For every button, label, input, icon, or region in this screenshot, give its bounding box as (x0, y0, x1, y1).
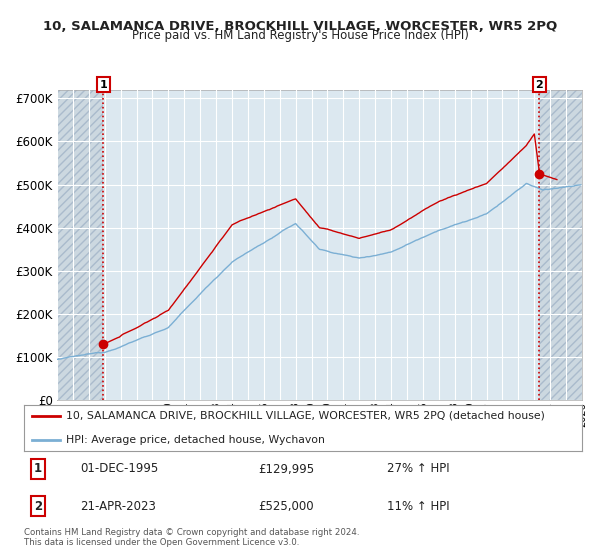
Text: 10, SALAMANCA DRIVE, BROCKHILL VILLAGE, WORCESTER, WR5 2PQ (detached house): 10, SALAMANCA DRIVE, BROCKHILL VILLAGE, … (66, 411, 545, 421)
Text: HPI: Average price, detached house, Wychavon: HPI: Average price, detached house, Wych… (66, 435, 325, 445)
Text: 10, SALAMANCA DRIVE, BROCKHILL VILLAGE, WORCESTER, WR5 2PQ: 10, SALAMANCA DRIVE, BROCKHILL VILLAGE, … (43, 20, 557, 32)
Text: 1: 1 (100, 80, 107, 90)
Text: 21-APR-2023: 21-APR-2023 (80, 500, 155, 512)
Text: Contains HM Land Registry data © Crown copyright and database right 2024.
This d: Contains HM Land Registry data © Crown c… (24, 528, 359, 547)
Bar (539, 90, 582, 400)
Text: 01-DEC-1995: 01-DEC-1995 (80, 463, 158, 475)
Text: 11% ↑ HPI: 11% ↑ HPI (387, 500, 449, 512)
Text: £129,995: £129,995 (259, 463, 314, 475)
Text: 2: 2 (34, 500, 42, 512)
Bar (57, 90, 103, 400)
Text: 2: 2 (535, 80, 543, 90)
Text: 1: 1 (34, 463, 42, 475)
Text: Price paid vs. HM Land Registry's House Price Index (HPI): Price paid vs. HM Land Registry's House … (131, 29, 469, 42)
Text: £525,000: £525,000 (259, 500, 314, 512)
Text: 27% ↑ HPI: 27% ↑ HPI (387, 463, 449, 475)
